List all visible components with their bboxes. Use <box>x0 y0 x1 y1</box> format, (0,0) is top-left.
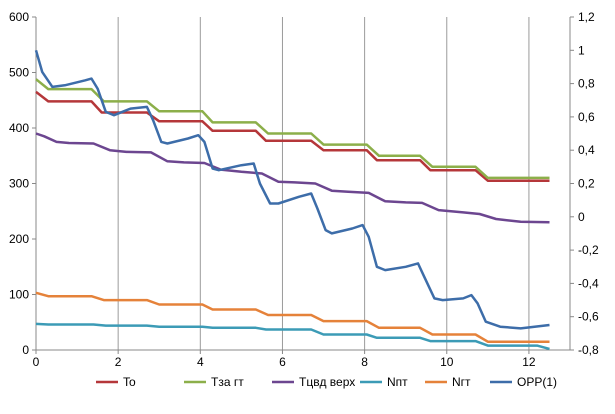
series-line <box>35 132 550 224</box>
y-tick-label: 100 <box>9 288 29 302</box>
y2-tick-label: -0,6 <box>578 310 599 324</box>
y2-tick-label: 0 <box>578 210 585 224</box>
legend-label: To <box>123 375 136 389</box>
y-tick-label: 400 <box>9 121 29 135</box>
x-tick-label: 8 <box>361 355 368 369</box>
x-tick-label: 0 <box>33 355 40 369</box>
ticks-layer: 0 2 4 6 8 10 120100200300400500600-0,8-0,6-0,4… <box>9 10 599 369</box>
grid-layer <box>117 17 530 350</box>
y2-tick-label: 0,8 <box>578 77 595 91</box>
legend-label: Nгт <box>452 375 471 389</box>
legend-label: Тцвд верх <box>299 375 355 389</box>
legend-label: Tза гт <box>211 375 244 389</box>
legend-label: OPP(1) <box>517 375 557 389</box>
x-tick-label: 6 <box>279 355 286 369</box>
x-tick-label: 4 <box>197 355 204 369</box>
y-tick-label: 600 <box>9 10 29 24</box>
series-layer <box>34 49 550 351</box>
y2-tick-label: -0,4 <box>578 276 599 290</box>
series-line <box>34 49 550 330</box>
series-line <box>35 90 550 182</box>
y2-tick-label: 0,6 <box>578 110 595 124</box>
y2-tick-label: -0,2 <box>578 243 599 257</box>
series-line <box>35 78 550 180</box>
legend: To Tза гт Тцвд верх Nпт Nгт OPP(1) <box>96 375 557 389</box>
y-tick-label: 0 <box>22 343 29 357</box>
legend-label: Nпт <box>387 375 408 389</box>
y2-tick-label: 1 <box>578 43 585 57</box>
x-tick-label: 2 <box>115 355 122 369</box>
x-tick-label: 12 <box>522 355 536 369</box>
y2-tick-label: -0,8 <box>578 343 599 357</box>
y2-tick-label: 0,4 <box>578 143 595 157</box>
y2-tick-label: 1,2 <box>578 10 595 24</box>
y-tick-label: 500 <box>9 66 29 80</box>
series-line <box>35 291 550 343</box>
y-tick-label: 300 <box>9 177 29 191</box>
y-tick-label: 200 <box>9 232 29 246</box>
y2-tick-label: 0,2 <box>578 177 595 191</box>
series-line <box>35 322 550 351</box>
x-tick-label: 10 <box>440 355 454 369</box>
